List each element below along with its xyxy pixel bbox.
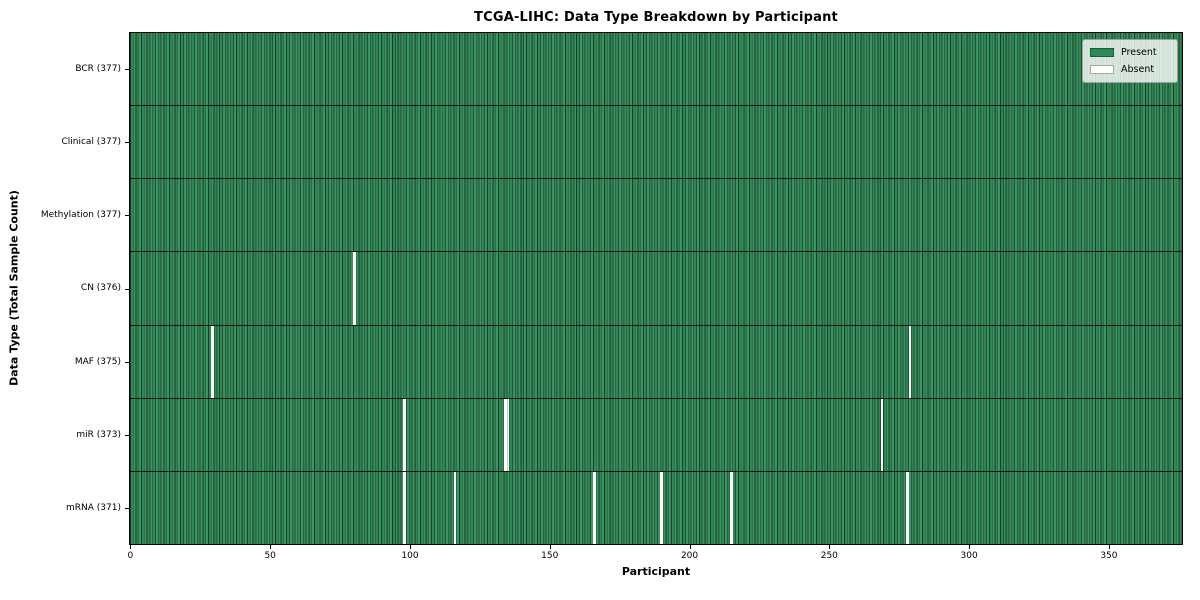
x-tick-label: 50	[264, 551, 276, 561]
legend-absent-swatch	[1090, 65, 1114, 74]
x-tick-mark	[270, 545, 272, 549]
x-tick-label: 350	[1100, 551, 1118, 561]
y-tick-mark	[125, 141, 129, 143]
heatmap-row-mir	[130, 398, 1182, 472]
legend-present-swatch	[1090, 48, 1114, 57]
legend: Present Absent	[1082, 39, 1178, 83]
absent-gap	[905, 471, 909, 544]
absent-gap	[660, 471, 663, 544]
x-tick-mark	[969, 545, 971, 549]
x-tick-mark	[409, 545, 411, 549]
x-tick-labels: 0 50 100 150 200 250 300 350	[127, 549, 1183, 563]
heatmap-row-mrna	[130, 471, 1182, 544]
y-tick-label: miR (373)	[76, 430, 121, 441]
heatmap-row-cn	[130, 252, 1182, 326]
y-tick-label: CN (376)	[80, 283, 121, 294]
x-tick-mark	[1108, 545, 1110, 549]
plot-area	[129, 32, 1183, 545]
y-tick-label: MAF (375)	[74, 356, 121, 367]
x-tick-label: 100	[401, 551, 419, 561]
y-tick-label: Methylation (377)	[40, 210, 121, 221]
x-tick-label: 150	[541, 551, 559, 561]
x-tick-label: 0	[127, 551, 134, 561]
y-tick-mark	[125, 68, 129, 70]
absent-gap	[729, 471, 733, 544]
absent-gap	[453, 471, 457, 544]
x-tick-label: 250	[820, 551, 838, 561]
heatmap-row-bcr	[130, 33, 1182, 107]
legend-entry-absent: Absent	[1090, 64, 1170, 75]
y-tick-mark	[125, 361, 129, 363]
absent-gap	[210, 325, 214, 398]
absent-gap	[506, 398, 510, 471]
absent-gap	[908, 325, 912, 398]
absent-gap	[503, 398, 507, 471]
legend-entry-present: Present	[1090, 47, 1170, 58]
y-tick-labels: BCR (377) Clinical (377) Methylation (377)…	[0, 32, 121, 545]
absent-gap	[593, 471, 596, 544]
x-tick-mark	[130, 545, 132, 549]
legend-present-label: Present	[1121, 47, 1157, 58]
x-tick-label: 200	[680, 551, 699, 561]
absent-gap	[403, 398, 407, 471]
y-tick-mark	[125, 435, 129, 437]
x-axis-label: Participant	[621, 565, 691, 578]
legend-absent-label: Absent	[1121, 64, 1155, 75]
heatmap-row-methylation	[130, 179, 1182, 253]
plot-inner	[130, 33, 1182, 544]
absent-gap	[880, 398, 884, 471]
x-tick-mark	[549, 545, 551, 549]
y-tick-mark	[125, 508, 129, 510]
absent-gap	[403, 471, 407, 544]
x-tick-label: 300	[960, 551, 978, 561]
absent-gap	[353, 252, 357, 325]
y-tick-label: mRNA (371)	[66, 503, 121, 514]
y-tick-mark	[125, 215, 129, 217]
heatmap-row-maf	[130, 325, 1182, 399]
chart-title: TCGA-LIHC: Data Type Breakdown by Partic…	[474, 10, 838, 25]
heatmap-row-clinical	[130, 106, 1182, 180]
x-tick-mark	[829, 545, 831, 549]
y-tick-label: Clinical (377)	[61, 136, 121, 147]
y-tick-mark	[125, 288, 129, 290]
x-tick-mark	[689, 545, 691, 549]
y-tick-label: BCR (377)	[75, 63, 121, 74]
